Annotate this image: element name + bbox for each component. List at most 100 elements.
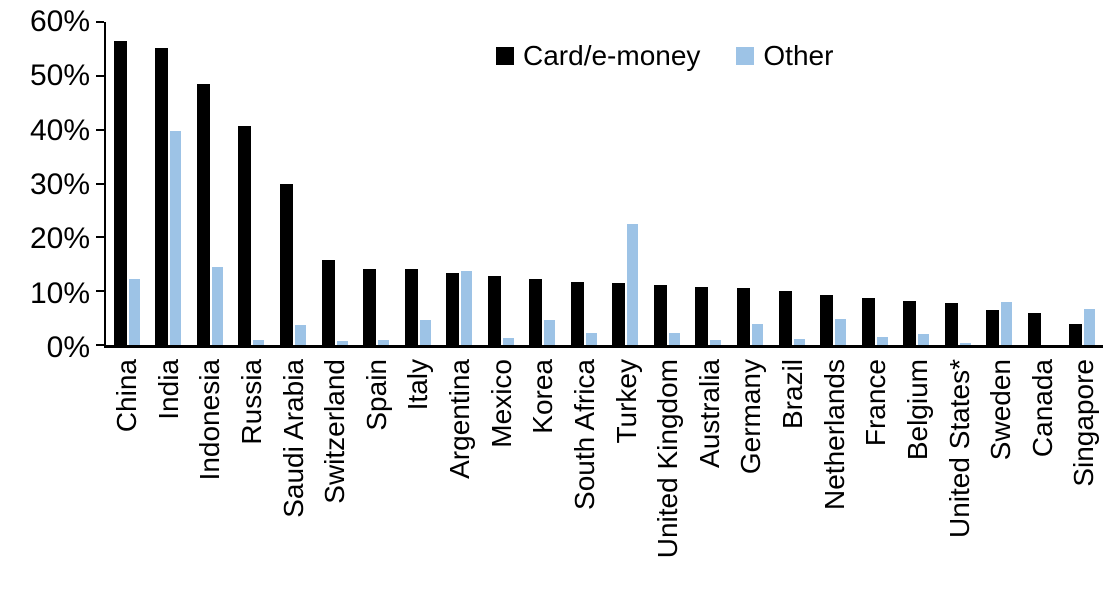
- x-label-slot: South Africa: [564, 359, 606, 589]
- bar-group: [148, 22, 190, 345]
- x-label-slot: Canada: [1022, 359, 1064, 589]
- bar-card-e-money: [944, 303, 958, 345]
- bar-card-e-money: [861, 298, 875, 345]
- bar-card-e-money: [279, 184, 293, 345]
- x-label-slot: Australia: [689, 359, 731, 589]
- bar-card-e-money: [778, 291, 792, 345]
- legend-swatch-other: [736, 47, 755, 65]
- plot-area: [96, 21, 1104, 348]
- x-label: Indonesia: [194, 359, 226, 481]
- y-tick-mark: [96, 21, 104, 23]
- bar-other: [461, 270, 473, 345]
- x-label-slot: Spain: [356, 359, 398, 589]
- bar-card-e-money: [1027, 313, 1041, 345]
- x-label: Mexico: [485, 359, 517, 448]
- y-tick-label: 20%: [29, 222, 90, 256]
- x-label-slot: United States*: [939, 359, 981, 589]
- bar-group: [729, 22, 771, 345]
- x-label: Switzerland: [319, 359, 351, 504]
- y-tick-mark: [96, 74, 104, 77]
- bar-group: [480, 22, 522, 345]
- x-label-slot: Sweden: [980, 359, 1022, 589]
- x-label-slot: Brazil: [772, 359, 814, 589]
- x-label-slot: Switzerland: [314, 359, 356, 589]
- x-label: India: [152, 359, 184, 420]
- bar-card-e-money: [653, 285, 667, 345]
- y-tick-label: 30%: [29, 168, 90, 201]
- bar-group: [521, 22, 563, 345]
- bar-card-e-money: [529, 279, 543, 345]
- y-tick-mark: [96, 236, 104, 239]
- bar-group: [646, 22, 688, 345]
- bar-group: [812, 22, 854, 345]
- bar-card-e-money: [446, 272, 460, 345]
- y-axis-labels: 0% 10% 20% 30% 40% 50% 60%: [0, 5, 90, 364]
- bar-other: [585, 332, 597, 345]
- legend-item-card-e-money: Card/e-money: [496, 42, 700, 70]
- x-label-slot: Germany: [730, 359, 772, 589]
- x-label: United Kingdom: [652, 359, 684, 559]
- bar-other: [336, 341, 348, 345]
- x-label-slot: Korea: [522, 359, 564, 589]
- x-label: Saudi Arabia: [277, 359, 309, 518]
- bar-group: [1020, 22, 1062, 345]
- bar-other: [876, 336, 888, 345]
- y-tick-label: 10%: [29, 276, 90, 310]
- bar-card-e-money: [404, 269, 418, 345]
- bar-group: [397, 22, 439, 345]
- x-label-slot: Netherlands: [814, 359, 856, 589]
- legend-label-other: Other: [763, 40, 834, 71]
- bar-card-e-money: [570, 282, 584, 345]
- x-label: France: [860, 359, 892, 447]
- bar-group: [1062, 22, 1104, 345]
- bar-other: [128, 278, 140, 345]
- bar-card-e-money: [736, 288, 750, 345]
- bar-card-e-money: [363, 268, 377, 345]
- bar-other: [959, 343, 971, 345]
- x-label-slot: Belgium: [897, 359, 939, 589]
- bar-group: [314, 22, 356, 345]
- x-label-slot: France: [855, 359, 897, 589]
- bar-group: [978, 22, 1020, 345]
- bar-card-e-money: [695, 286, 709, 345]
- x-label: Germany: [735, 359, 767, 475]
- y-tick-mark: [96, 344, 104, 346]
- bar-other: [793, 338, 805, 345]
- bar-other: [627, 223, 639, 345]
- x-label: South Africa: [568, 359, 600, 510]
- x-label: China: [111, 359, 143, 433]
- bar-other: [751, 324, 763, 345]
- bar-other: [502, 338, 514, 345]
- bar-card-e-money: [321, 260, 335, 345]
- bar-group: [688, 22, 730, 345]
- bar-card-e-money: [820, 294, 834, 345]
- bar-group: [895, 22, 937, 345]
- bar-group: [438, 22, 480, 345]
- y-tick-mark: [96, 182, 104, 185]
- bar-other: [211, 266, 223, 345]
- bar-other: [710, 339, 722, 345]
- bar-group: [231, 22, 273, 345]
- bar-group: [272, 22, 314, 345]
- x-label-slot: Indonesia: [189, 359, 231, 589]
- x-label-slot: Russia: [231, 359, 273, 589]
- bar-group: [563, 22, 605, 345]
- x-label-slot: Turkey: [606, 359, 648, 589]
- bar-other: [170, 130, 182, 345]
- x-label: Korea: [527, 359, 559, 434]
- x-label-slot: Italy: [397, 359, 439, 589]
- bar-other: [253, 340, 265, 345]
- bar-group: [106, 22, 148, 345]
- bar-other: [544, 320, 556, 345]
- x-labels: China India Indonesia Russia Saudi Arabia Swi…: [106, 359, 1105, 589]
- bar-other: [1001, 301, 1013, 345]
- bar-card-e-money: [903, 301, 917, 345]
- bar-other: [668, 332, 680, 345]
- bar-other: [1084, 309, 1096, 345]
- x-label-slot: Mexico: [481, 359, 523, 589]
- bar-group: [854, 22, 896, 345]
- x-label-slot: Saudi Arabia: [273, 359, 315, 589]
- bar-card-e-money: [612, 282, 626, 345]
- x-label: Russia: [235, 359, 267, 445]
- x-label: Canada: [1026, 359, 1058, 458]
